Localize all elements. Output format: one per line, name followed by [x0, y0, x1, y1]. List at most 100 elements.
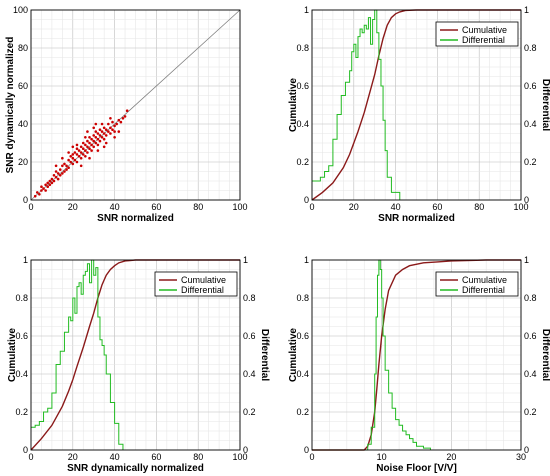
- x-tick-label: 0: [28, 202, 33, 212]
- scatter-point: [92, 126, 95, 130]
- scatter-point: [104, 141, 108, 145]
- x-tick-label: 80: [193, 452, 203, 462]
- scatter-point: [50, 177, 54, 181]
- scatter-point: [109, 132, 112, 135]
- x-tick-label: 80: [474, 202, 484, 212]
- scatter-point: [88, 136, 91, 139]
- y2-tick-label: 0: [524, 445, 529, 455]
- y-tick-label: 0.4: [15, 369, 28, 379]
- y2-tick-label: 0.6: [524, 81, 537, 91]
- y2-axis-label: Differential: [540, 79, 550, 131]
- x-tick-label: 60: [151, 452, 161, 462]
- y-tick-label: 100: [13, 5, 28, 15]
- series-line-differential: [312, 259, 431, 451]
- x-axis-label: SNR normalized: [378, 213, 455, 224]
- scatter-point: [84, 149, 87, 152]
- x-tick-label: 40: [110, 452, 120, 462]
- y-tick-label: 1: [23, 255, 28, 265]
- scatter-point: [88, 147, 91, 150]
- scatter-point: [90, 137, 93, 141]
- scatter-point: [96, 137, 100, 141]
- scatter-point: [102, 145, 106, 149]
- scatter-point: [96, 149, 100, 152]
- legend-box: [435, 271, 519, 297]
- y-tick-label: 0.4: [296, 119, 309, 129]
- scatter-point: [56, 177, 60, 181]
- y-tick-label: 0.2: [15, 407, 28, 417]
- y-tick-label: 60: [18, 81, 28, 91]
- scatter-point: [100, 130, 104, 133]
- scatter-point: [94, 141, 98, 145]
- y2-tick-label: 0.8: [524, 43, 537, 53]
- series-line-cumulative: [311, 9, 521, 201]
- scatter-point: [100, 136, 104, 139]
- x-tick-label: 100: [232, 202, 247, 212]
- x-axis-label: SNR dynamically normalized: [67, 463, 204, 474]
- scatter-point: [40, 189, 43, 192]
- x-tick-label: 100: [232, 452, 247, 462]
- plot-frame: [30, 259, 241, 451]
- y-tick-label: 1: [304, 5, 309, 15]
- y2-tick-label: 1: [524, 5, 529, 15]
- scatter-point: [54, 175, 58, 179]
- y2-tick-label: 0.2: [524, 157, 537, 167]
- scatter-point: [98, 128, 102, 131]
- scatter-point: [71, 145, 75, 149]
- scatter-point: [71, 153, 75, 156]
- scatter-point: [109, 117, 112, 120]
- x-tick-label: 60: [432, 202, 442, 212]
- scatter-point: [79, 164, 83, 168]
- x-tick-label: 0: [28, 452, 33, 462]
- identity-line: [30, 9, 241, 201]
- scatter-point: [69, 155, 73, 158]
- scatter-point: [61, 172, 64, 175]
- scatter-point: [81, 141, 85, 145]
- y2-tick-label: 0.4: [524, 119, 537, 129]
- y-axis-label: Cumulative: [288, 78, 299, 132]
- series-line-cumulative: [312, 259, 521, 451]
- scatter-point: [50, 181, 54, 185]
- scatter-point: [46, 181, 50, 185]
- x-axis-label: SNR normalized: [97, 213, 174, 224]
- scatter-point: [98, 134, 102, 137]
- scatter-point: [86, 151, 89, 154]
- legend-label: Cumulative: [181, 275, 226, 285]
- x-tick-label: 0: [309, 452, 314, 462]
- legend-label: Differential: [181, 285, 224, 295]
- y-tick-label: 0: [23, 195, 28, 205]
- plot-frame: [30, 9, 241, 201]
- legend-label: Cumulative: [462, 25, 507, 35]
- scatter-point: [61, 164, 64, 168]
- scatter-point: [54, 170, 58, 173]
- x-tick-label: 0: [309, 202, 314, 212]
- scatter-point: [73, 151, 77, 154]
- chart-panel-4: 0 10 20 3000.20.40.60.8100.20.40.60.81Noise…: [288, 255, 550, 474]
- scatter-point: [94, 122, 98, 126]
- scatter-point: [113, 130, 116, 133]
- y-tick-label: 1: [304, 255, 309, 265]
- chart-panel-1: 0 20 40 60 80 100 0 20 40 60 80 100 SNR normalized SN…: [5, 5, 248, 224]
- scatter-point: [69, 160, 73, 164]
- y-axis-label: SNR dynamically normalized: [5, 37, 16, 174]
- y2-tick-label: 0.4: [524, 369, 537, 379]
- x-tick-label: 30: [516, 452, 526, 462]
- scatter-point: [73, 158, 77, 162]
- scatter-point: [92, 134, 95, 137]
- scatter-point: [46, 185, 50, 188]
- series-line-differential: [31, 259, 124, 450]
- y-tick-label: 0.4: [296, 369, 309, 379]
- scatter-point: [121, 117, 125, 120]
- y2-tick-label: 0: [524, 195, 529, 205]
- scatter-point: [40, 185, 43, 188]
- scatter-point: [90, 143, 93, 147]
- scatter-point: [92, 145, 95, 149]
- scatter-point: [86, 139, 89, 143]
- x-tick-label: 60: [151, 202, 161, 212]
- y-tick-label: 0.8: [15, 293, 28, 303]
- scatter-point: [67, 166, 70, 169]
- y2-axis-label: Differential: [259, 329, 270, 381]
- y2-tick-label: 0.8: [524, 293, 537, 303]
- scatter-point: [117, 118, 121, 122]
- scatter-point: [107, 130, 110, 133]
- y2-tick-label: 0.4: [243, 369, 256, 379]
